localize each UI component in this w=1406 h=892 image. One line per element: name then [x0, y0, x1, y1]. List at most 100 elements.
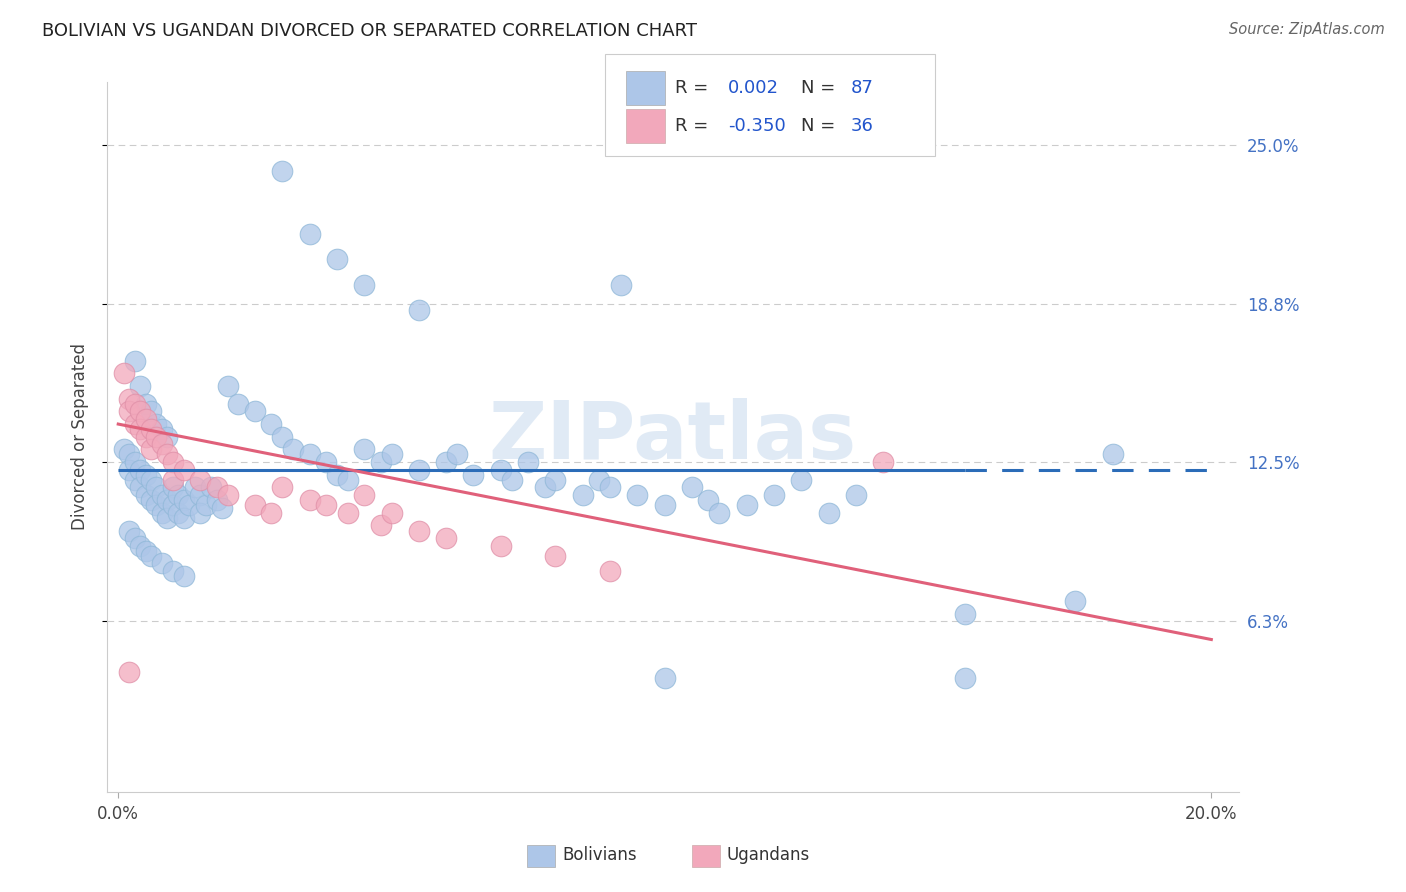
Point	[610, 277, 633, 292]
Point	[955, 607, 977, 622]
Point	[735, 498, 758, 512]
Point	[217, 379, 239, 393]
Text: Source: ZipAtlas.com: Source: ZipAtlas.com	[1229, 22, 1385, 37]
Point	[145, 480, 167, 494]
Text: R =: R =	[675, 117, 714, 135]
Point	[156, 430, 179, 444]
Text: Bolivians: Bolivians	[562, 847, 637, 864]
Point	[217, 488, 239, 502]
Point	[129, 422, 152, 436]
Point	[150, 422, 173, 436]
Point	[156, 448, 179, 462]
Point	[1063, 594, 1085, 608]
Point	[298, 448, 321, 462]
Point	[188, 506, 211, 520]
Point	[271, 163, 294, 178]
Text: N =: N =	[801, 79, 841, 97]
Point	[124, 473, 146, 487]
Point	[129, 379, 152, 393]
Point	[156, 511, 179, 525]
Point	[681, 480, 703, 494]
Point	[326, 252, 349, 267]
Point	[173, 511, 195, 525]
Point	[315, 455, 337, 469]
Point	[129, 463, 152, 477]
Point	[173, 493, 195, 508]
Point	[167, 506, 190, 520]
Point	[124, 531, 146, 545]
Point	[281, 442, 304, 457]
Point	[118, 665, 141, 680]
Point	[129, 480, 152, 494]
Point	[124, 353, 146, 368]
Point	[817, 506, 839, 520]
Point	[271, 430, 294, 444]
Point	[162, 473, 184, 487]
Point	[260, 417, 283, 431]
Point	[370, 455, 392, 469]
Point	[173, 569, 195, 583]
Point	[408, 463, 430, 477]
Text: 87: 87	[851, 79, 873, 97]
Point	[112, 367, 135, 381]
Y-axis label: Divorced or Separated: Divorced or Separated	[72, 343, 89, 530]
Point	[626, 488, 648, 502]
Point	[184, 480, 207, 494]
Point	[118, 392, 141, 406]
Point	[260, 506, 283, 520]
Point	[790, 473, 813, 487]
Point	[139, 473, 162, 487]
Point	[353, 488, 375, 502]
Point	[872, 455, 894, 469]
Point	[118, 448, 141, 462]
Point	[544, 549, 567, 563]
Point	[599, 480, 621, 494]
Point	[315, 498, 337, 512]
Point	[139, 442, 162, 457]
Point	[336, 473, 359, 487]
Point	[463, 467, 485, 482]
Point	[135, 467, 157, 482]
Point	[200, 480, 222, 494]
Point	[124, 397, 146, 411]
Point	[162, 455, 184, 469]
Point	[709, 506, 731, 520]
Point	[588, 473, 610, 487]
Point	[271, 480, 294, 494]
Point	[135, 488, 157, 502]
Point	[654, 671, 676, 685]
Point	[145, 430, 167, 444]
Point	[544, 473, 567, 487]
Point	[845, 488, 868, 502]
Point	[150, 557, 173, 571]
Point	[145, 417, 167, 431]
Point	[188, 488, 211, 502]
Point	[211, 500, 233, 515]
Point	[572, 488, 595, 502]
Point	[353, 442, 375, 457]
Point	[489, 539, 512, 553]
Point	[298, 493, 321, 508]
Point	[145, 498, 167, 512]
Point	[173, 463, 195, 477]
Text: -0.350: -0.350	[728, 117, 786, 135]
Point	[135, 412, 157, 426]
Point	[139, 493, 162, 508]
Point	[599, 564, 621, 578]
Point	[129, 539, 152, 553]
Point	[194, 498, 217, 512]
Point	[654, 498, 676, 512]
Point	[697, 493, 720, 508]
Point	[167, 488, 190, 502]
Point	[501, 473, 523, 487]
Point	[1102, 448, 1125, 462]
Point	[118, 463, 141, 477]
Point	[489, 463, 512, 477]
Point	[135, 430, 157, 444]
Point	[955, 671, 977, 685]
Text: 0.002: 0.002	[728, 79, 779, 97]
Point	[179, 498, 201, 512]
Text: R =: R =	[675, 79, 714, 97]
Point	[162, 480, 184, 494]
Text: 36: 36	[851, 117, 873, 135]
